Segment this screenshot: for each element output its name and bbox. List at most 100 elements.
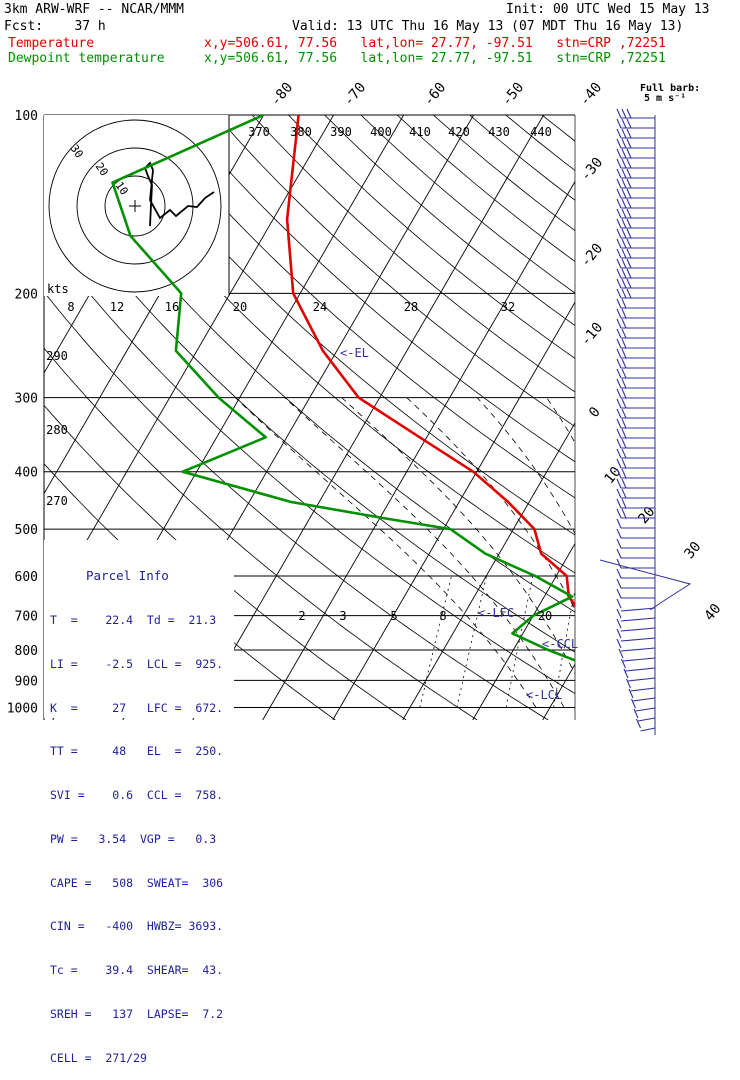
wind-barb-flag: [622, 259, 626, 268]
wind-barb-shaft: [621, 648, 655, 651]
wind-barb-flag: [617, 329, 621, 338]
wind-barb: [617, 449, 655, 458]
dry-adiabat-line: [252, 115, 740, 720]
wind-barb: [617, 559, 655, 568]
wind-barb: [617, 189, 655, 198]
dry-adiabat-line: [578, 115, 740, 720]
wind-barb: [617, 109, 655, 118]
wind-barb-flag: [622, 119, 626, 128]
wind-barb-shaft: [626, 668, 656, 671]
wind-barb: [617, 529, 655, 538]
wind-barb-flag: [627, 219, 631, 228]
wind-barb-flag: [622, 299, 626, 308]
pressure-label: 200: [15, 287, 38, 302]
wind-barb-flag: [617, 209, 621, 218]
wind-barb-flag: [617, 389, 621, 398]
wind-barb-flag: [622, 499, 626, 508]
wind-barb-flag: [627, 199, 631, 208]
wind-barb-flag: [617, 219, 621, 228]
wind-barb-flag: [622, 239, 626, 248]
dry-adiabat-line: [470, 115, 740, 720]
wind-barb: [617, 349, 655, 358]
wind-barb-flag: [622, 289, 626, 298]
wind-barb-flag: [627, 189, 631, 198]
wind-barb-flag: [622, 439, 626, 448]
parcel-row: CAPE = 508 SWEAT= 306: [44, 876, 234, 891]
wind-barb: [617, 439, 655, 448]
parcel-row: PW = 3.54 VGP = 0.3: [44, 832, 234, 847]
wind-barb: [617, 299, 655, 308]
pressure-label: 100: [15, 109, 38, 124]
wind-barb-shaft: [621, 638, 655, 641]
wind-barb-flag: [627, 119, 631, 128]
wind-barb-flag: [617, 519, 621, 528]
wind-barb-flag: [617, 139, 621, 148]
parcel-info-title: Parcel Info: [44, 569, 234, 584]
pressure-label: 900: [15, 674, 38, 689]
theta-label: 410: [409, 125, 431, 139]
wind-barb: [617, 179, 655, 188]
wind-barb-flag: [627, 179, 631, 188]
wind-barb-flag: [617, 619, 621, 628]
wind-barb-flag: [622, 369, 626, 378]
moist-adiabat-line: [407, 398, 620, 708]
wind-barb-flag: [627, 159, 631, 168]
wind-barb: [617, 379, 655, 388]
wind-barb-shaft: [641, 728, 656, 731]
wind-barb-flag: [622, 249, 626, 258]
wind-barb-flag: [617, 569, 621, 578]
wind-barb: [617, 159, 655, 168]
hodograph-speed-label: 12: [110, 300, 124, 314]
wind-barb-flag: [627, 209, 631, 218]
wind-barb: [617, 579, 655, 588]
wind-barb-flag: [622, 209, 626, 218]
temperature-axis-label: -40: [577, 80, 606, 110]
hodograph-speed-label: 24: [313, 300, 327, 314]
hodograph-speed-label: 16: [165, 300, 179, 314]
wind-barb-flag: [617, 259, 621, 268]
wind-barb-flag: [622, 429, 626, 438]
mixing-ratio-label: 5: [390, 609, 397, 623]
wind-barb-flag: [617, 499, 621, 508]
parcel-row: SREH = 137 LAPSE= 7.2: [44, 1007, 234, 1022]
wind-barb-flag: [617, 369, 621, 378]
mixing-ratio-line: [420, 576, 452, 707]
wind-barb-flag: [617, 129, 621, 138]
wind-barb: [617, 209, 655, 218]
wind-barb-flag: [617, 579, 621, 588]
pressure-label: 300: [15, 392, 38, 407]
wind-barb-flag: [617, 439, 621, 448]
hodograph-speed-label: 28: [404, 300, 418, 314]
wind-barb-flag: [622, 459, 626, 468]
wind-barb-flag: [617, 589, 621, 598]
wind-barb: [617, 249, 655, 258]
wind-barb-shaft: [621, 618, 655, 621]
wind-barb-flag: [617, 229, 621, 238]
isotherm-line: [263, 115, 614, 720]
theta-label: 280: [46, 423, 68, 437]
wind-barb-flag: [617, 199, 621, 208]
theta-label: 270: [46, 494, 68, 508]
wind-barb-flag: [617, 179, 621, 188]
wind-barb-shaft: [636, 708, 656, 711]
wind-barb-flag: [622, 449, 626, 458]
wind-barb-flag: [617, 559, 621, 568]
parcel-info-panel: Parcel Info T = 22.4 Td = 21.3 LI = -2.5…: [44, 540, 234, 718]
wind-barb-flag: [622, 419, 626, 428]
wind-barb-flag: [617, 349, 621, 358]
temperature-axis-label: -20: [578, 241, 607, 271]
mixing-ratio-label: 20: [538, 609, 552, 623]
theta-label: 400: [370, 125, 392, 139]
wind-barb-shaft: [631, 688, 656, 691]
wind-barb-flag: [617, 609, 621, 618]
wind-barb-flag: [617, 419, 621, 428]
wind-barb-flag: [627, 259, 631, 268]
wind-barb: [617, 389, 655, 398]
temperature-axis-label: -50: [499, 80, 528, 110]
wind-barb: [617, 309, 655, 318]
wind-barb-flag: [617, 509, 621, 518]
wind-barb-flag: [617, 539, 621, 548]
wind-barb-flag: [627, 249, 631, 258]
wind-barb-flag: [622, 169, 626, 178]
wind-barb-flag: [622, 269, 626, 278]
